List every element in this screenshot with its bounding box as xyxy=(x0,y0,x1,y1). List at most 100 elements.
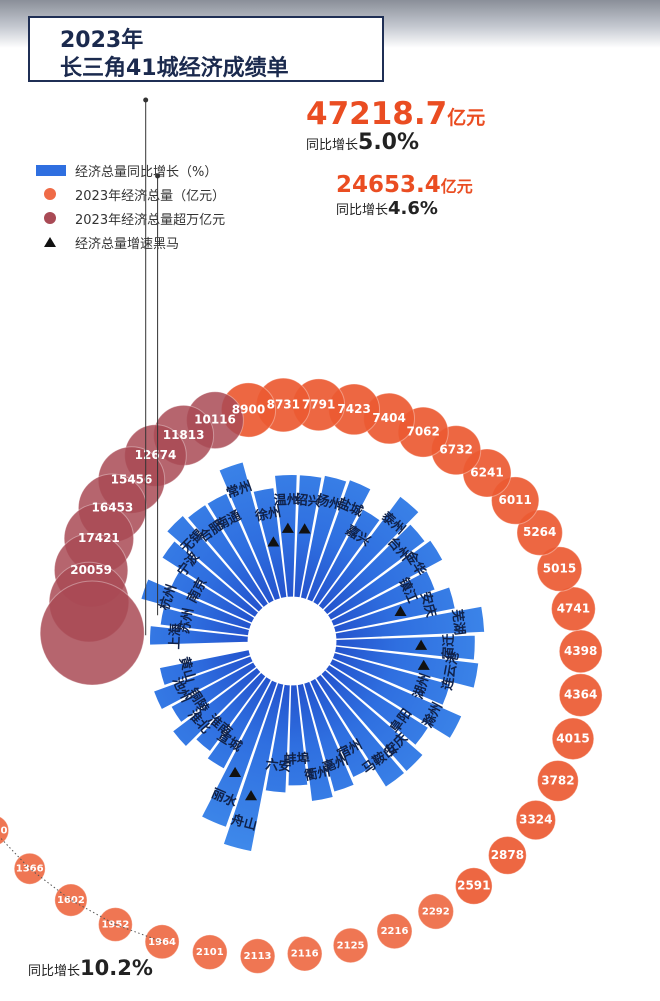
city-label: 扬州 xyxy=(314,492,343,514)
gdp-value-label: 1230 xyxy=(0,826,7,837)
dark-horse-triangle xyxy=(245,790,258,801)
gdp-value-label: 4741 xyxy=(557,601,590,615)
dark-horse-triangle xyxy=(229,766,242,778)
legend-label-gdp: 2023年经济总量（亿元） xyxy=(75,188,226,204)
suzhou-unit: 亿元 xyxy=(440,177,473,196)
gdp-value-label: 4398 xyxy=(564,644,597,658)
city-label: 六安 xyxy=(265,756,293,775)
gdp-value-label: 2125 xyxy=(337,940,365,951)
growth-bar xyxy=(320,669,424,773)
gdp-circle xyxy=(192,934,228,971)
callout-suzhou: 24653.4亿元 同比增长4.6% xyxy=(336,172,473,219)
gdp-circle xyxy=(558,673,603,717)
gdp-value-label: 1366 xyxy=(16,864,44,875)
growth-bar xyxy=(274,474,298,598)
gdp-value-label: 6011 xyxy=(498,493,531,507)
gdp-circle xyxy=(515,799,556,841)
legend-label-dark-horse: 经济总量增速黑马 xyxy=(75,236,180,252)
gdp-value-label: 8900 xyxy=(232,403,265,417)
gdp-value-label: 20059 xyxy=(70,563,112,577)
growth-bar xyxy=(309,677,372,779)
bottom-growth-label: 同比增长 xyxy=(28,964,81,979)
growth-bar xyxy=(170,570,256,624)
city-label: 绍兴 xyxy=(294,492,322,511)
gdp-value-label: 2292 xyxy=(422,906,450,917)
city-label: 苏州 xyxy=(176,607,197,636)
gdp-circle xyxy=(286,935,323,972)
legend-item-growth: 经济总量同比增长（%） xyxy=(36,158,225,182)
dotted-guide xyxy=(70,899,116,925)
bottom-growth: 10.2% xyxy=(80,956,153,980)
shanghai-value: 47218.7 xyxy=(306,96,448,132)
gdp-value-label: 4364 xyxy=(564,688,597,702)
gdp-value-label: 16453 xyxy=(92,501,134,515)
gdp-circle xyxy=(332,927,369,964)
gdp-circle xyxy=(376,913,413,950)
dotted-guide xyxy=(29,868,72,901)
gdp-circle xyxy=(0,816,10,845)
legend: 经济总量同比增长（%） 2023年经济总量（亿元） 2023年经济总量超万亿元 … xyxy=(36,158,225,254)
growth-bar xyxy=(293,474,323,599)
gdp-value-label: 4015 xyxy=(556,731,589,745)
gdp-value-label: 6732 xyxy=(439,443,472,457)
gdp-circle xyxy=(239,938,276,974)
gdp-value-label: 5264 xyxy=(523,525,556,539)
city-label: 衢州 xyxy=(303,763,332,784)
title-year: 2023年 xyxy=(60,28,144,53)
title-box: 2023年 长三角41城经济成绩单 xyxy=(28,16,384,82)
legend-dot-swatch xyxy=(44,188,56,200)
gdp-value-label: 15456 xyxy=(111,473,153,487)
gdp-value-label: 3324 xyxy=(519,813,552,827)
shanghai-growth-label: 同比增长 xyxy=(306,138,359,153)
city-label: 舟山 xyxy=(229,812,258,834)
gdp-value-label: 7062 xyxy=(406,425,439,439)
gdp-value-label: 3782 xyxy=(541,773,574,787)
dark-horse-triangle xyxy=(267,536,280,547)
gdp-circle xyxy=(551,586,596,632)
gdp-value-label: 7791 xyxy=(302,397,335,411)
gdp-value-label: 11813 xyxy=(163,428,205,442)
gdp-value-label: 7404 xyxy=(372,411,405,425)
growth-bar xyxy=(264,683,291,794)
gdp-value-label: 8731 xyxy=(267,398,300,412)
suzhou-growth: 4.6% xyxy=(388,198,438,219)
dark-horse-triangle xyxy=(298,523,311,534)
suzhou-value: 24653.4 xyxy=(336,172,441,198)
city-label: 宿迁 xyxy=(440,633,457,660)
growth-bar xyxy=(312,508,381,606)
gdp-value-label: 2216 xyxy=(381,926,409,937)
gdp-value-label: 2113 xyxy=(244,951,272,962)
legend-label-gdp-over: 2023年经济总量超万亿元 xyxy=(75,212,226,228)
city-label: 芜湖 xyxy=(449,608,468,636)
dark-horse-triangle xyxy=(394,605,407,616)
gdp-value-label: 7423 xyxy=(337,402,370,416)
gdp-value-label: 12674 xyxy=(135,448,177,462)
gdp-value-label: 17421 xyxy=(78,531,120,545)
shanghai-growth: 5.0% xyxy=(358,130,420,155)
growth-bar xyxy=(170,661,258,723)
growth-bar xyxy=(327,539,444,621)
dark-horse-triangle xyxy=(415,639,428,650)
legend-bar-swatch xyxy=(36,164,66,176)
legend-label-growth: 经济总量同比增长（%） xyxy=(75,164,218,180)
dark-horse-triangle xyxy=(417,659,430,670)
gdp-circle xyxy=(455,867,493,905)
gdp-value-label: 6241 xyxy=(470,466,503,480)
gdp-circle xyxy=(516,509,563,556)
city-label: 上海 xyxy=(167,623,184,650)
legend-item-gdp: 2023年经济总量（亿元） xyxy=(36,182,225,206)
gdp-value-label: 5015 xyxy=(543,562,576,576)
gdp-circle xyxy=(417,893,454,930)
page-title: 长三角41城经济成绩单 xyxy=(60,56,289,81)
legend-item-gdp-over: 2023年经济总量超万亿元 xyxy=(36,206,225,230)
gdp-circle xyxy=(537,760,579,802)
gdp-circle xyxy=(536,546,583,592)
growth-bar xyxy=(334,605,486,640)
city-label: 安庆 xyxy=(417,590,439,619)
suzhou-growth-label: 同比增长 xyxy=(336,203,389,218)
gdp-value-label: 1964 xyxy=(148,937,176,948)
gdp-value-label: 2878 xyxy=(491,848,524,862)
gdp-circle xyxy=(558,629,603,674)
city-label: 连云港 xyxy=(439,649,462,691)
